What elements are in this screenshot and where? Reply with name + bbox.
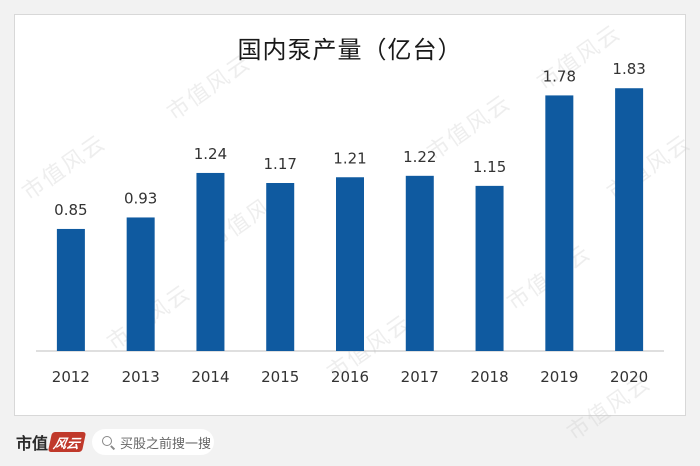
brand-mark: 风云	[47, 432, 87, 452]
x-tick-label-2019: 2019	[540, 368, 578, 386]
x-tick-label-2016: 2016	[331, 368, 369, 386]
x-tick-label-2012: 2012	[52, 368, 90, 386]
x-tick-label-2017: 2017	[401, 368, 439, 386]
search-box[interactable]: 买股之前搜一搜	[92, 429, 214, 455]
bar-2018	[475, 185, 504, 351]
bar-2015	[266, 183, 295, 351]
data-label-2014: 1.24	[194, 145, 227, 163]
bar-2017	[405, 175, 434, 351]
bar-2013	[126, 217, 155, 351]
data-label-2012: 0.85	[54, 201, 87, 219]
x-tick-label-2018: 2018	[470, 368, 508, 386]
x-tick-label-2014: 2014	[191, 368, 229, 386]
bar-2014	[196, 172, 225, 351]
search-icon	[102, 436, 114, 448]
data-label-2017: 1.22	[403, 148, 436, 166]
brand-logo[interactable]: 市值 风云	[16, 431, 87, 453]
bar-2019	[545, 95, 574, 352]
bar-2016	[336, 177, 364, 351]
footer-bar: 市值 风云 买股之前搜一搜	[0, 418, 700, 466]
x-tick-label-2015: 2015	[261, 368, 299, 386]
data-label-2018: 1.15	[473, 158, 506, 176]
search-placeholder: 买股之前搜一搜	[120, 436, 212, 452]
data-label-2019: 1.78	[543, 67, 576, 85]
x-tick-label-2013: 2013	[122, 368, 160, 386]
bar-2012	[56, 228, 85, 351]
brand-name: 市值	[16, 434, 49, 453]
data-label-2020: 1.83	[612, 60, 645, 78]
bar-2020	[615, 88, 644, 351]
data-label-2015: 1.17	[264, 155, 297, 173]
data-label-2016: 1.21	[333, 149, 366, 167]
x-tick-label-2020: 2020	[610, 368, 648, 386]
chart-title: 国内泵产量（亿台）	[237, 36, 463, 64]
data-label-2013: 0.93	[124, 189, 157, 207]
